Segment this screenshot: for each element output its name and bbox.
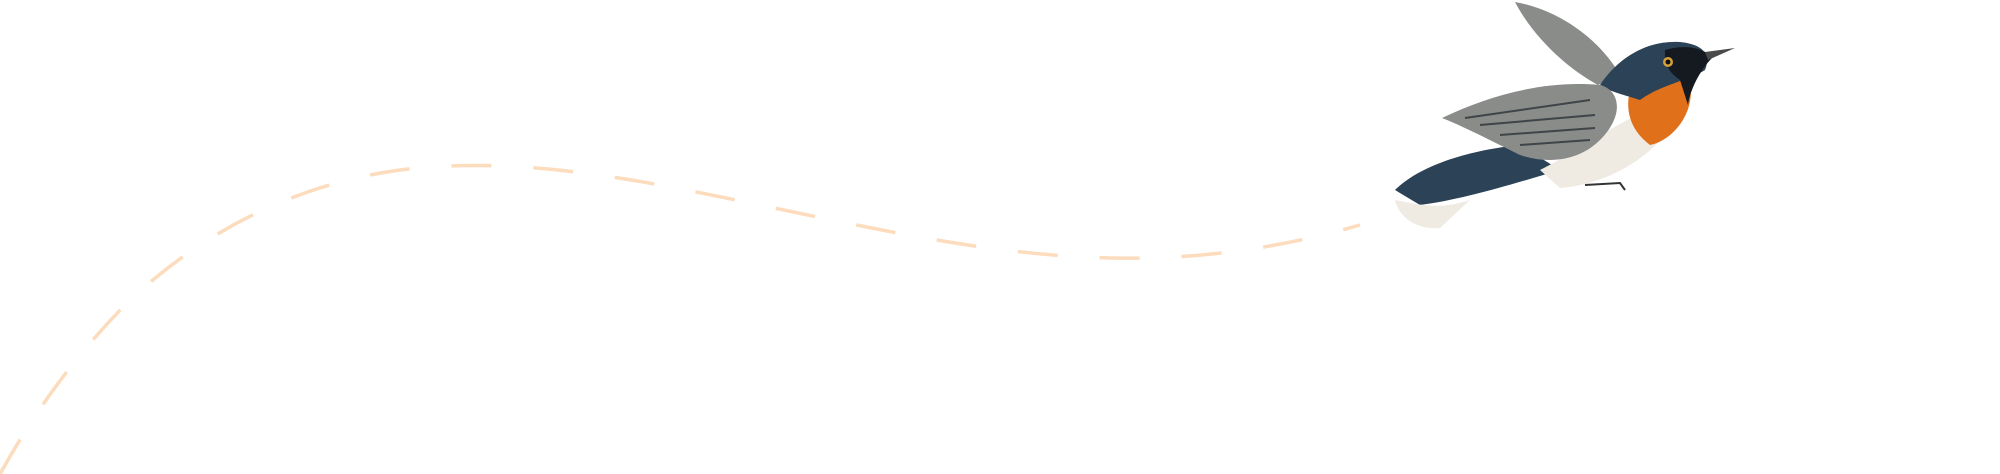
dashed-flight-path (0, 163, 1361, 474)
bird-icon (1395, 2, 1735, 229)
